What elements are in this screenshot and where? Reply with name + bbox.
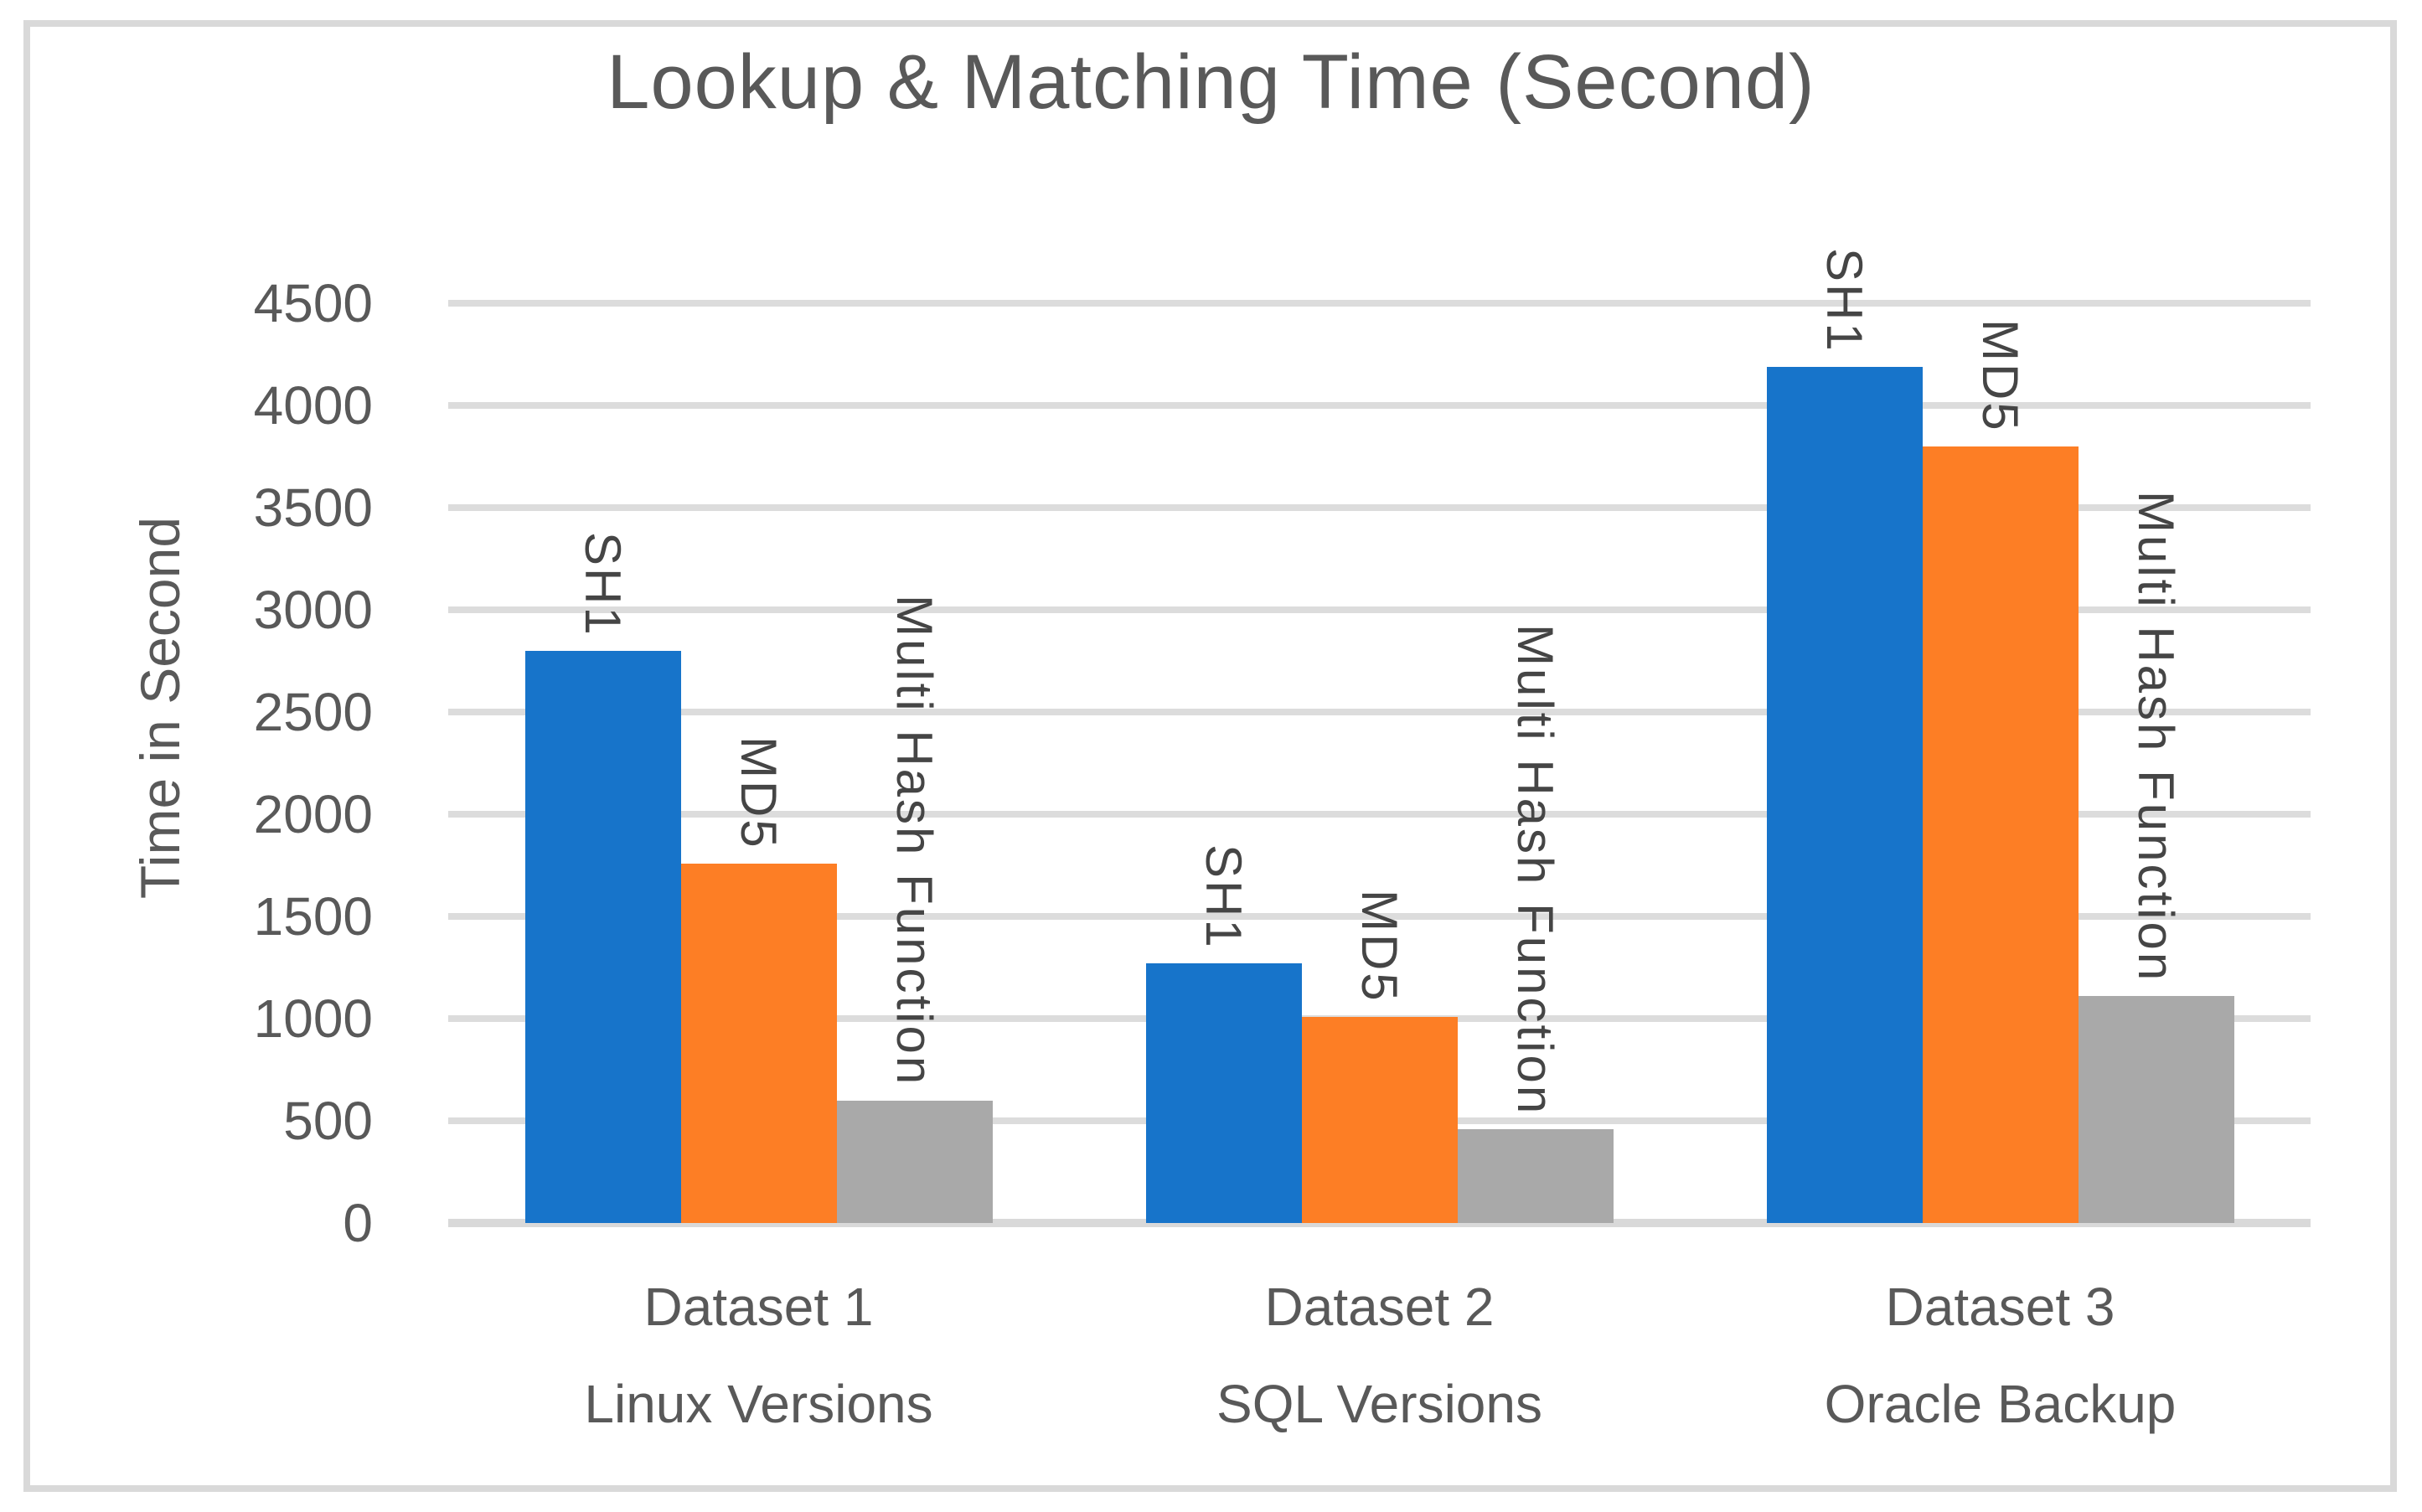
plot-area: SH1 MD5 Multi Hash Function SH1 MD5 Multi Has… xyxy=(448,248,2311,1227)
bar-multi-hash-function-group1 xyxy=(836,1100,993,1223)
y-tick-label-0: 0 xyxy=(343,1193,373,1253)
y-tick-label-2500: 2500 xyxy=(253,682,373,742)
bar-sh1-group2 xyxy=(1145,963,1302,1223)
gridline-2500 xyxy=(448,709,2311,715)
bar-sh1-group3 xyxy=(1766,366,1923,1223)
bar-sh1-group1 xyxy=(524,650,681,1223)
bar-label-multi-hash-function: Multi Hash Function xyxy=(886,595,942,1087)
bar-label-multi-hash-function: Multi Hash Function xyxy=(1507,623,1563,1116)
y-tick-label-500: 500 xyxy=(283,1091,373,1151)
bar-group-3: SH1 MD5 Multi Hash Function xyxy=(1690,248,2311,1223)
bar-label-md5: MD5 xyxy=(1972,319,2028,433)
category-label-2: Dataset 2 SQL Versions xyxy=(1061,1258,1698,1453)
gridline-1500 xyxy=(448,913,2311,921)
y-tick-label-2000: 2000 xyxy=(253,784,373,844)
gridline-4500 xyxy=(448,300,2311,307)
gridline-2000 xyxy=(448,811,2311,818)
category-label-line2: Oracle Backup xyxy=(1824,1374,2177,1434)
bar-md5-group3 xyxy=(1922,446,2079,1223)
bar-group-2: SH1 MD5 Multi Hash Function xyxy=(1069,303,1690,1223)
bar-label-sh1: SH1 xyxy=(1196,844,1252,951)
bar-label-sh1: SH1 xyxy=(575,532,631,637)
category-label-line1: Dataset 1 xyxy=(643,1277,874,1337)
bar-multi-hash-function-group3 xyxy=(2078,996,2234,1223)
bar-md5-group2 xyxy=(1301,1016,1458,1223)
bar-label-md5: MD5 xyxy=(1351,889,1407,1004)
category-label-line2: SQL Versions xyxy=(1216,1374,1542,1434)
category-label-3: Dataset 3 Oracle Backup xyxy=(1682,1258,2319,1453)
bar-label-md5: MD5 xyxy=(731,735,787,850)
y-tick-label-3000: 3000 xyxy=(253,580,373,640)
bar-label-sh1: SH1 xyxy=(1816,247,1872,353)
chart-title: Lookup & Matching Time (Second) xyxy=(607,39,1815,125)
bar-group-1: SH1 MD5 Multi Hash Function xyxy=(448,303,1069,1223)
gridline-4000 xyxy=(448,402,2311,410)
bar-label-multi-hash-function: Multi Hash Function xyxy=(2128,490,2184,983)
gridline-3500 xyxy=(448,504,2311,511)
y-tick-label-1000: 1000 xyxy=(253,988,373,1049)
category-label-1: Dataset 1 Linux Versions xyxy=(441,1258,1077,1453)
gridline-3000 xyxy=(448,606,2311,614)
category-label-line2: Linux Versions xyxy=(584,1374,933,1434)
category-label-line1: Dataset 2 xyxy=(1264,1277,1495,1337)
category-label-line1: Dataset 3 xyxy=(1885,1277,2115,1337)
y-tick-label-4000: 4000 xyxy=(253,375,373,436)
x-axis-line xyxy=(448,1219,2311,1227)
y-tick-label-1500: 1500 xyxy=(253,886,373,947)
bar-multi-hash-function-group2 xyxy=(1457,1128,1614,1223)
y-tick-label-4500: 4500 xyxy=(253,273,373,333)
bar-md5-group1 xyxy=(680,863,837,1223)
y-tick-label-3500: 3500 xyxy=(253,477,373,538)
